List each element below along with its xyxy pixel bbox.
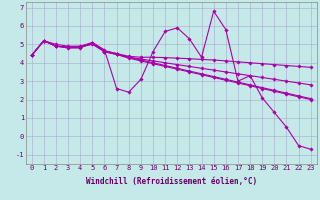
X-axis label: Windchill (Refroidissement éolien,°C): Windchill (Refroidissement éolien,°C): [86, 177, 257, 186]
